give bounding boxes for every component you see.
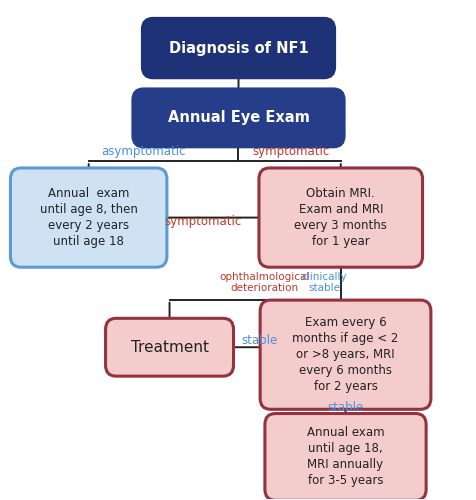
Text: Annual exam
until age 18,
MRI annually
for 3-5 years: Annual exam until age 18, MRI annually f… xyxy=(306,426,384,488)
Text: Exam every 6
months if age < 2
or >8 years, MRI
every 6 months
for 2 years: Exam every 6 months if age < 2 or >8 yea… xyxy=(292,316,398,393)
FancyBboxPatch shape xyxy=(10,168,167,267)
Text: clinically
stable: clinically stable xyxy=(301,272,346,293)
Text: Obtain MRI.
Exam and MRI
every 3 months
for 1 year: Obtain MRI. Exam and MRI every 3 months … xyxy=(294,187,387,248)
FancyBboxPatch shape xyxy=(142,18,334,78)
Text: symptomatic: symptomatic xyxy=(164,214,241,228)
FancyBboxPatch shape xyxy=(264,414,425,500)
Text: asymptomatic: asymptomatic xyxy=(101,145,185,158)
Text: symptomatic: symptomatic xyxy=(252,145,329,158)
Text: stable: stable xyxy=(241,334,278,347)
Text: Annual Eye Exam: Annual Eye Exam xyxy=(167,110,309,126)
Text: Annual  exam
until age 8, then
every 2 years
until age 18: Annual exam until age 8, then every 2 ye… xyxy=(40,187,138,248)
FancyBboxPatch shape xyxy=(259,300,430,410)
Text: ophthalmological
deterioration: ophthalmological deterioration xyxy=(219,272,309,293)
FancyBboxPatch shape xyxy=(258,168,422,267)
FancyBboxPatch shape xyxy=(133,89,343,147)
Text: stable: stable xyxy=(327,400,363,413)
Text: Treatment: Treatment xyxy=(130,340,208,354)
FancyBboxPatch shape xyxy=(105,318,233,376)
Text: Diagnosis of NF1: Diagnosis of NF1 xyxy=(169,40,307,56)
